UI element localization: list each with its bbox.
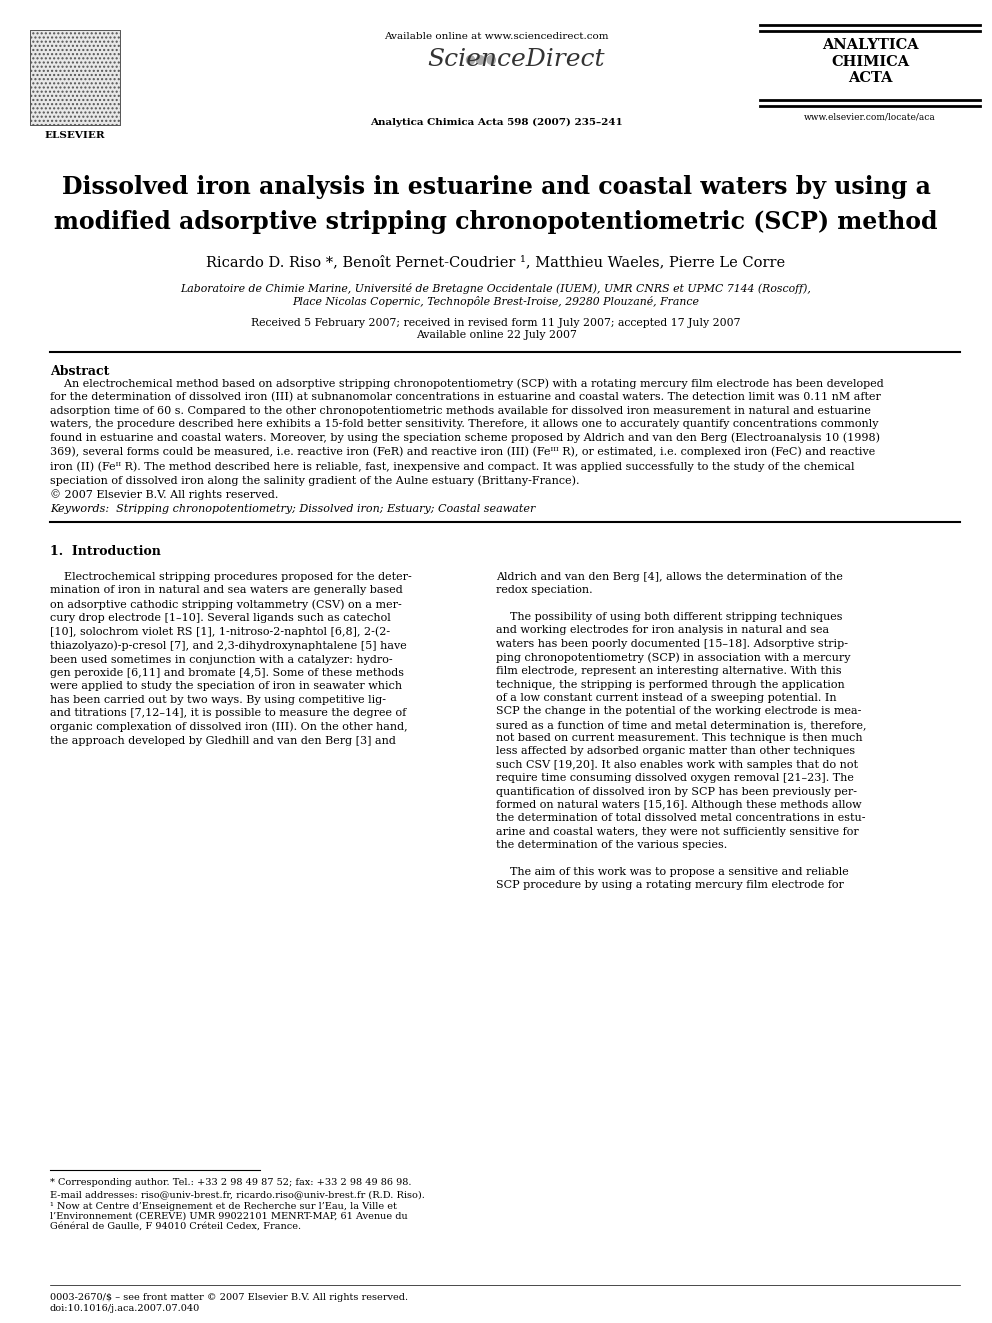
Text: Electrochemical stripping procedures proposed for the deter-
mination of iron in: Electrochemical stripping procedures pro… [50, 572, 412, 746]
Bar [30, 30, 120, 124]
Text: ELSEVIER: ELSEVIER [45, 131, 105, 140]
Bar [30, 30, 120, 124]
Text: Ricardo D. Riso *, Benoît Pernet-Coudrier ¹, Matthieu Waeles, Pierre Le Corre: Ricardo D. Riso *, Benoît Pernet-Coudrie… [206, 255, 786, 269]
Text: Received 5 February 2007; received in revised form 11 July 2007; accepted 17 Jul: Received 5 February 2007; received in re… [251, 318, 741, 328]
Text: An electrochemical method based on adsorptive stripping chronopotentiometry (SCP: An electrochemical method based on adsor… [50, 378, 884, 500]
Text: ScienceDirect: ScienceDirect [428, 48, 605, 71]
Text: modified adsorptive stripping chronopotentiometric (SCP) method: modified adsorptive stripping chronopote… [55, 210, 937, 234]
Text: 1.  Introduction: 1. Introduction [50, 545, 161, 558]
Text: doi:10.1016/j.aca.2007.07.040: doi:10.1016/j.aca.2007.07.040 [50, 1304, 200, 1312]
Text: ANALYTICA
CHIMICA
ACTA: ANALYTICA CHIMICA ACTA [821, 38, 919, 86]
Text: Laboratoire de Chimie Marine, Université de Bretagne Occidentale (IUEM), UMR CNR: Laboratoire de Chimie Marine, Université… [181, 283, 811, 294]
Text: Abstract: Abstract [50, 365, 109, 378]
Text: ¹ Now at Centre d’Enseignement et de Recherche sur l’Eau, la Ville et: ¹ Now at Centre d’Enseignement et de Rec… [50, 1203, 397, 1211]
Text: Général de Gaulle, F 94010 Créteil Cedex, France.: Général de Gaulle, F 94010 Créteil Cedex… [50, 1222, 302, 1230]
Text: * Corresponding author. Tel.: +33 2 98 49 87 52; fax: +33 2 98 49 86 98.: * Corresponding author. Tel.: +33 2 98 4… [50, 1177, 412, 1187]
Text: Available online 22 July 2007: Available online 22 July 2007 [416, 329, 576, 340]
Text: Available online at www.sciencedirect.com: Available online at www.sciencedirect.co… [384, 32, 608, 41]
Text: Place Nicolas Copernic, Technopôle Brest-Iroise, 29280 Plouzané, France: Place Nicolas Copernic, Technopôle Brest… [293, 296, 699, 307]
Text: ●●●: ●●● [464, 52, 497, 65]
Text: 0003-2670/$ – see front matter © 2007 Elsevier B.V. All rights reserved.: 0003-2670/$ – see front matter © 2007 El… [50, 1293, 408, 1302]
Text: www.elsevier.com/locate/aca: www.elsevier.com/locate/aca [805, 112, 935, 122]
Text: Analytica Chimica Acta 598 (2007) 235–241: Analytica Chimica Acta 598 (2007) 235–24… [370, 118, 622, 127]
Text: Aldrich and van den Berg [4], allows the determination of the
redox speciation.
: Aldrich and van den Berg [4], allows the… [496, 572, 866, 890]
Text: Dissolved iron analysis in estuarine and coastal waters by using a: Dissolved iron analysis in estuarine and… [62, 175, 930, 198]
Text: E-mail addresses: riso@univ-brest.fr, ricardo.riso@univ-brest.fr (R.D. Riso).: E-mail addresses: riso@univ-brest.fr, ri… [50, 1189, 425, 1199]
Text: Keywords:  Stripping chronopotentiometry; Dissolved iron; Estuary; Coastal seawa: Keywords: Stripping chronopotentiometry;… [50, 504, 536, 515]
Text: l’Environnement (CEREVE) UMR 99022101 MENRT-MAP, 61 Avenue du: l’Environnement (CEREVE) UMR 99022101 ME… [50, 1212, 408, 1221]
